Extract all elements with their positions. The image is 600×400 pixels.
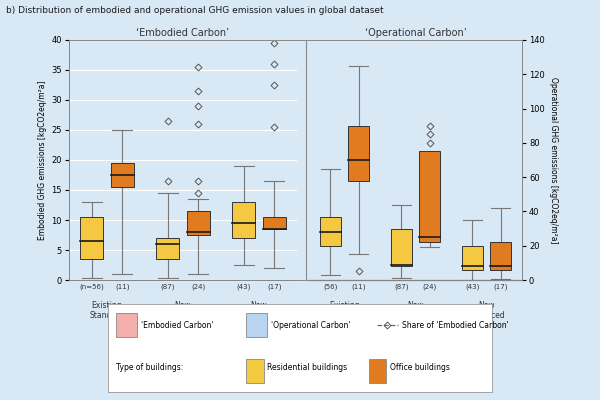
- Text: (24): (24): [191, 283, 205, 290]
- Bar: [348, 126, 370, 180]
- Bar: [320, 216, 341, 246]
- Bar: [187, 211, 209, 235]
- Title: ‘Embodied Carbon’: ‘Embodied Carbon’: [136, 28, 230, 38]
- Text: (24): (24): [422, 283, 437, 290]
- Bar: [246, 313, 268, 338]
- Text: Existing
Standard: Existing Standard: [89, 301, 125, 320]
- Text: (n=56): (n=56): [79, 283, 104, 290]
- Bar: [111, 163, 134, 187]
- Text: Residential buildings: Residential buildings: [268, 363, 347, 372]
- Bar: [490, 242, 511, 270]
- Bar: [157, 238, 179, 259]
- Bar: [80, 217, 103, 259]
- Bar: [116, 313, 137, 338]
- Text: 'Operational Carbon': 'Operational Carbon': [271, 321, 351, 330]
- Text: (87): (87): [394, 283, 409, 290]
- Bar: [391, 228, 412, 266]
- Text: Share of 'Embodied Carbon': Share of 'Embodied Carbon': [402, 321, 509, 330]
- Text: 'Embodied Carbon': 'Embodied Carbon': [140, 321, 213, 330]
- Text: (17): (17): [493, 283, 508, 290]
- Text: b) Distribution of embodied and operational GHG emission values in global datase: b) Distribution of embodied and operatio…: [6, 6, 383, 15]
- Text: (87): (87): [161, 283, 175, 290]
- Text: New
Standard: New Standard: [398, 301, 433, 320]
- Text: (17): (17): [267, 283, 281, 290]
- Text: New
Advanced: New Advanced: [240, 301, 278, 320]
- Text: New
Advanced: New Advanced: [467, 301, 505, 320]
- Text: (11): (11): [352, 283, 366, 290]
- Bar: [461, 246, 483, 270]
- Y-axis label: Operational GHG emissions [kgCO2eq/m²a]: Operational GHG emissions [kgCO2eq/m²a]: [549, 77, 558, 243]
- Y-axis label: Embodied GHG emissions [kgCO2eq/m²a]: Embodied GHG emissions [kgCO2eq/m²a]: [38, 80, 47, 240]
- Text: (43): (43): [236, 283, 251, 290]
- Text: New
Standard: New Standard: [166, 301, 200, 320]
- Bar: [232, 202, 255, 238]
- Title: ‘Operational Carbon’: ‘Operational Carbon’: [365, 28, 466, 38]
- Bar: [419, 152, 440, 242]
- Bar: [246, 358, 263, 383]
- Text: (56): (56): [323, 283, 337, 290]
- Text: Office buildings: Office buildings: [390, 363, 450, 372]
- Bar: [369, 358, 386, 383]
- Text: (43): (43): [465, 283, 479, 290]
- Text: Type of buildings:: Type of buildings:: [116, 363, 183, 372]
- Bar: [263, 217, 286, 229]
- Text: Existing
Standard: Existing Standard: [327, 301, 362, 320]
- Text: (11): (11): [115, 283, 130, 290]
